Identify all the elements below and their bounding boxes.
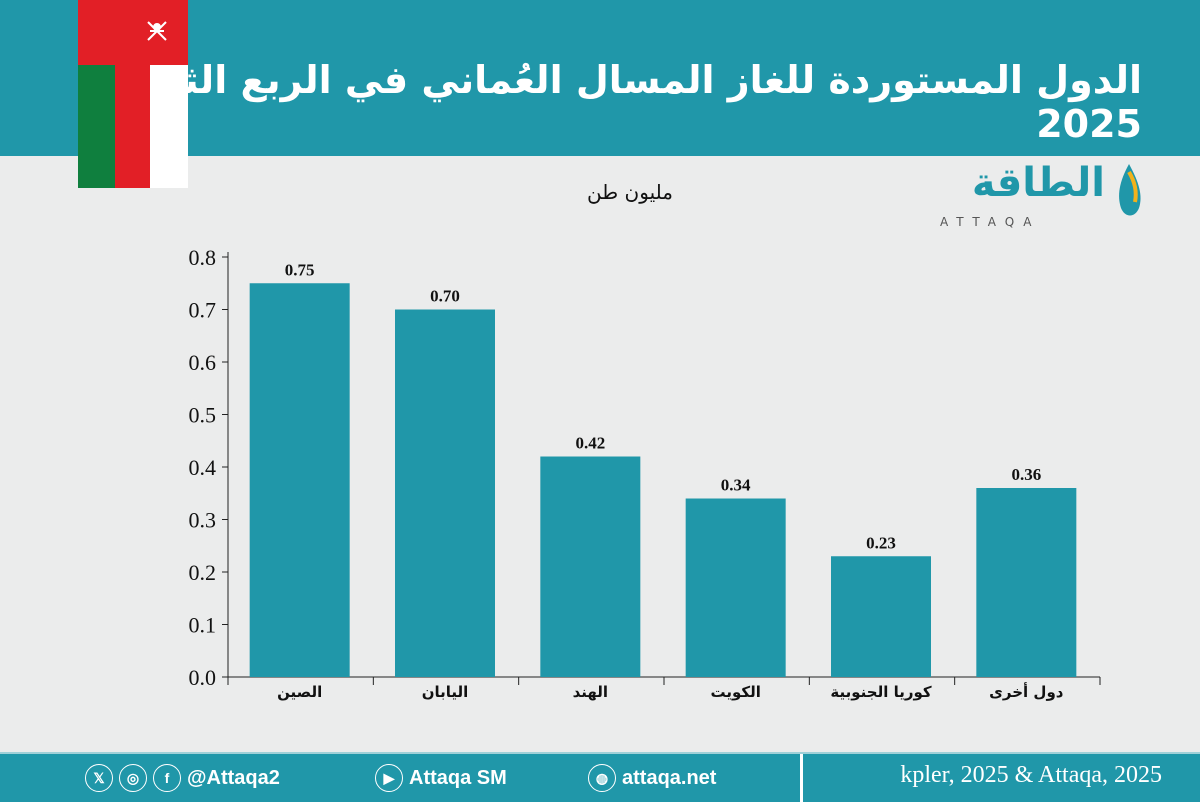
logo-arabic: الطاقة — [971, 160, 1105, 206]
source-text: kpler, 2025 & Attaqa, 2025 — [900, 762, 1162, 788]
oman-flag — [78, 0, 188, 188]
bar — [540, 456, 641, 677]
data-label: 0.34 — [721, 476, 751, 495]
y-tick-label: 0.5 — [189, 403, 217, 428]
youtube-text: Attaqa SM — [409, 766, 507, 789]
data-label: 0.70 — [430, 287, 460, 306]
social-handle[interactable]: 𝕏 ◎ f @Attaqa2 — [85, 764, 280, 792]
bar — [976, 488, 1077, 677]
facebook-icon[interactable]: f — [153, 764, 181, 792]
y-axis-unit: مليون طن — [587, 180, 673, 204]
bar — [685, 498, 786, 677]
bar — [249, 283, 350, 677]
data-label: 0.75 — [285, 260, 315, 279]
x-icon[interactable]: 𝕏 — [85, 764, 113, 792]
page-title: الدول المستوردة للغاز المسال العُماني في… — [115, 58, 1142, 146]
data-label: 0.36 — [1011, 465, 1041, 484]
x-tick-label: دول أخرى — [989, 682, 1064, 701]
y-tick-label: 0.7 — [189, 298, 217, 323]
attaqa-logo: الطاقة ATTAQA — [935, 160, 1145, 235]
globe-icon[interactable]: ◍ — [588, 764, 616, 792]
data-label: 0.42 — [575, 434, 605, 453]
x-tick-label: الهند — [573, 683, 608, 701]
y-tick-label: 0.1 — [189, 613, 217, 638]
y-tick-label: 0.4 — [189, 455, 217, 480]
y-tick-label: 0.2 — [189, 560, 217, 585]
bar — [831, 556, 931, 677]
drop-icon — [1119, 164, 1141, 216]
x-tick-label: الصين — [277, 683, 322, 701]
website-text: attaqa.net — [622, 766, 717, 789]
footer-divider — [800, 754, 803, 802]
x-tick-label: الكويت — [710, 683, 760, 701]
x-tick-label: اليابان — [422, 683, 469, 701]
logo-latin: ATTAQA — [940, 215, 1041, 229]
header-band: الدول المستوردة للغاز المسال العُماني في… — [0, 0, 1200, 156]
y-tick-label: 0.3 — [189, 508, 217, 533]
y-tick-label: 0.8 — [189, 245, 217, 270]
youtube-icon[interactable]: ▶ — [375, 764, 403, 792]
footer: 𝕏 ◎ f @Attaqa2 ▶ Attaqa SM ◍ attaqa.net … — [0, 752, 1200, 802]
youtube-link[interactable]: ▶ Attaqa SM — [375, 764, 507, 792]
y-tick-label: 0.0 — [189, 665, 217, 690]
x-tick-label: كوريا الجنوبية — [830, 683, 931, 701]
y-tick-label: 0.6 — [189, 350, 217, 375]
instagram-icon[interactable]: ◎ — [119, 764, 147, 792]
website-link[interactable]: ◍ attaqa.net — [588, 764, 716, 792]
handle-text: @Attaqa2 — [187, 766, 280, 789]
bar — [395, 309, 495, 677]
data-label: 0.23 — [866, 533, 896, 552]
